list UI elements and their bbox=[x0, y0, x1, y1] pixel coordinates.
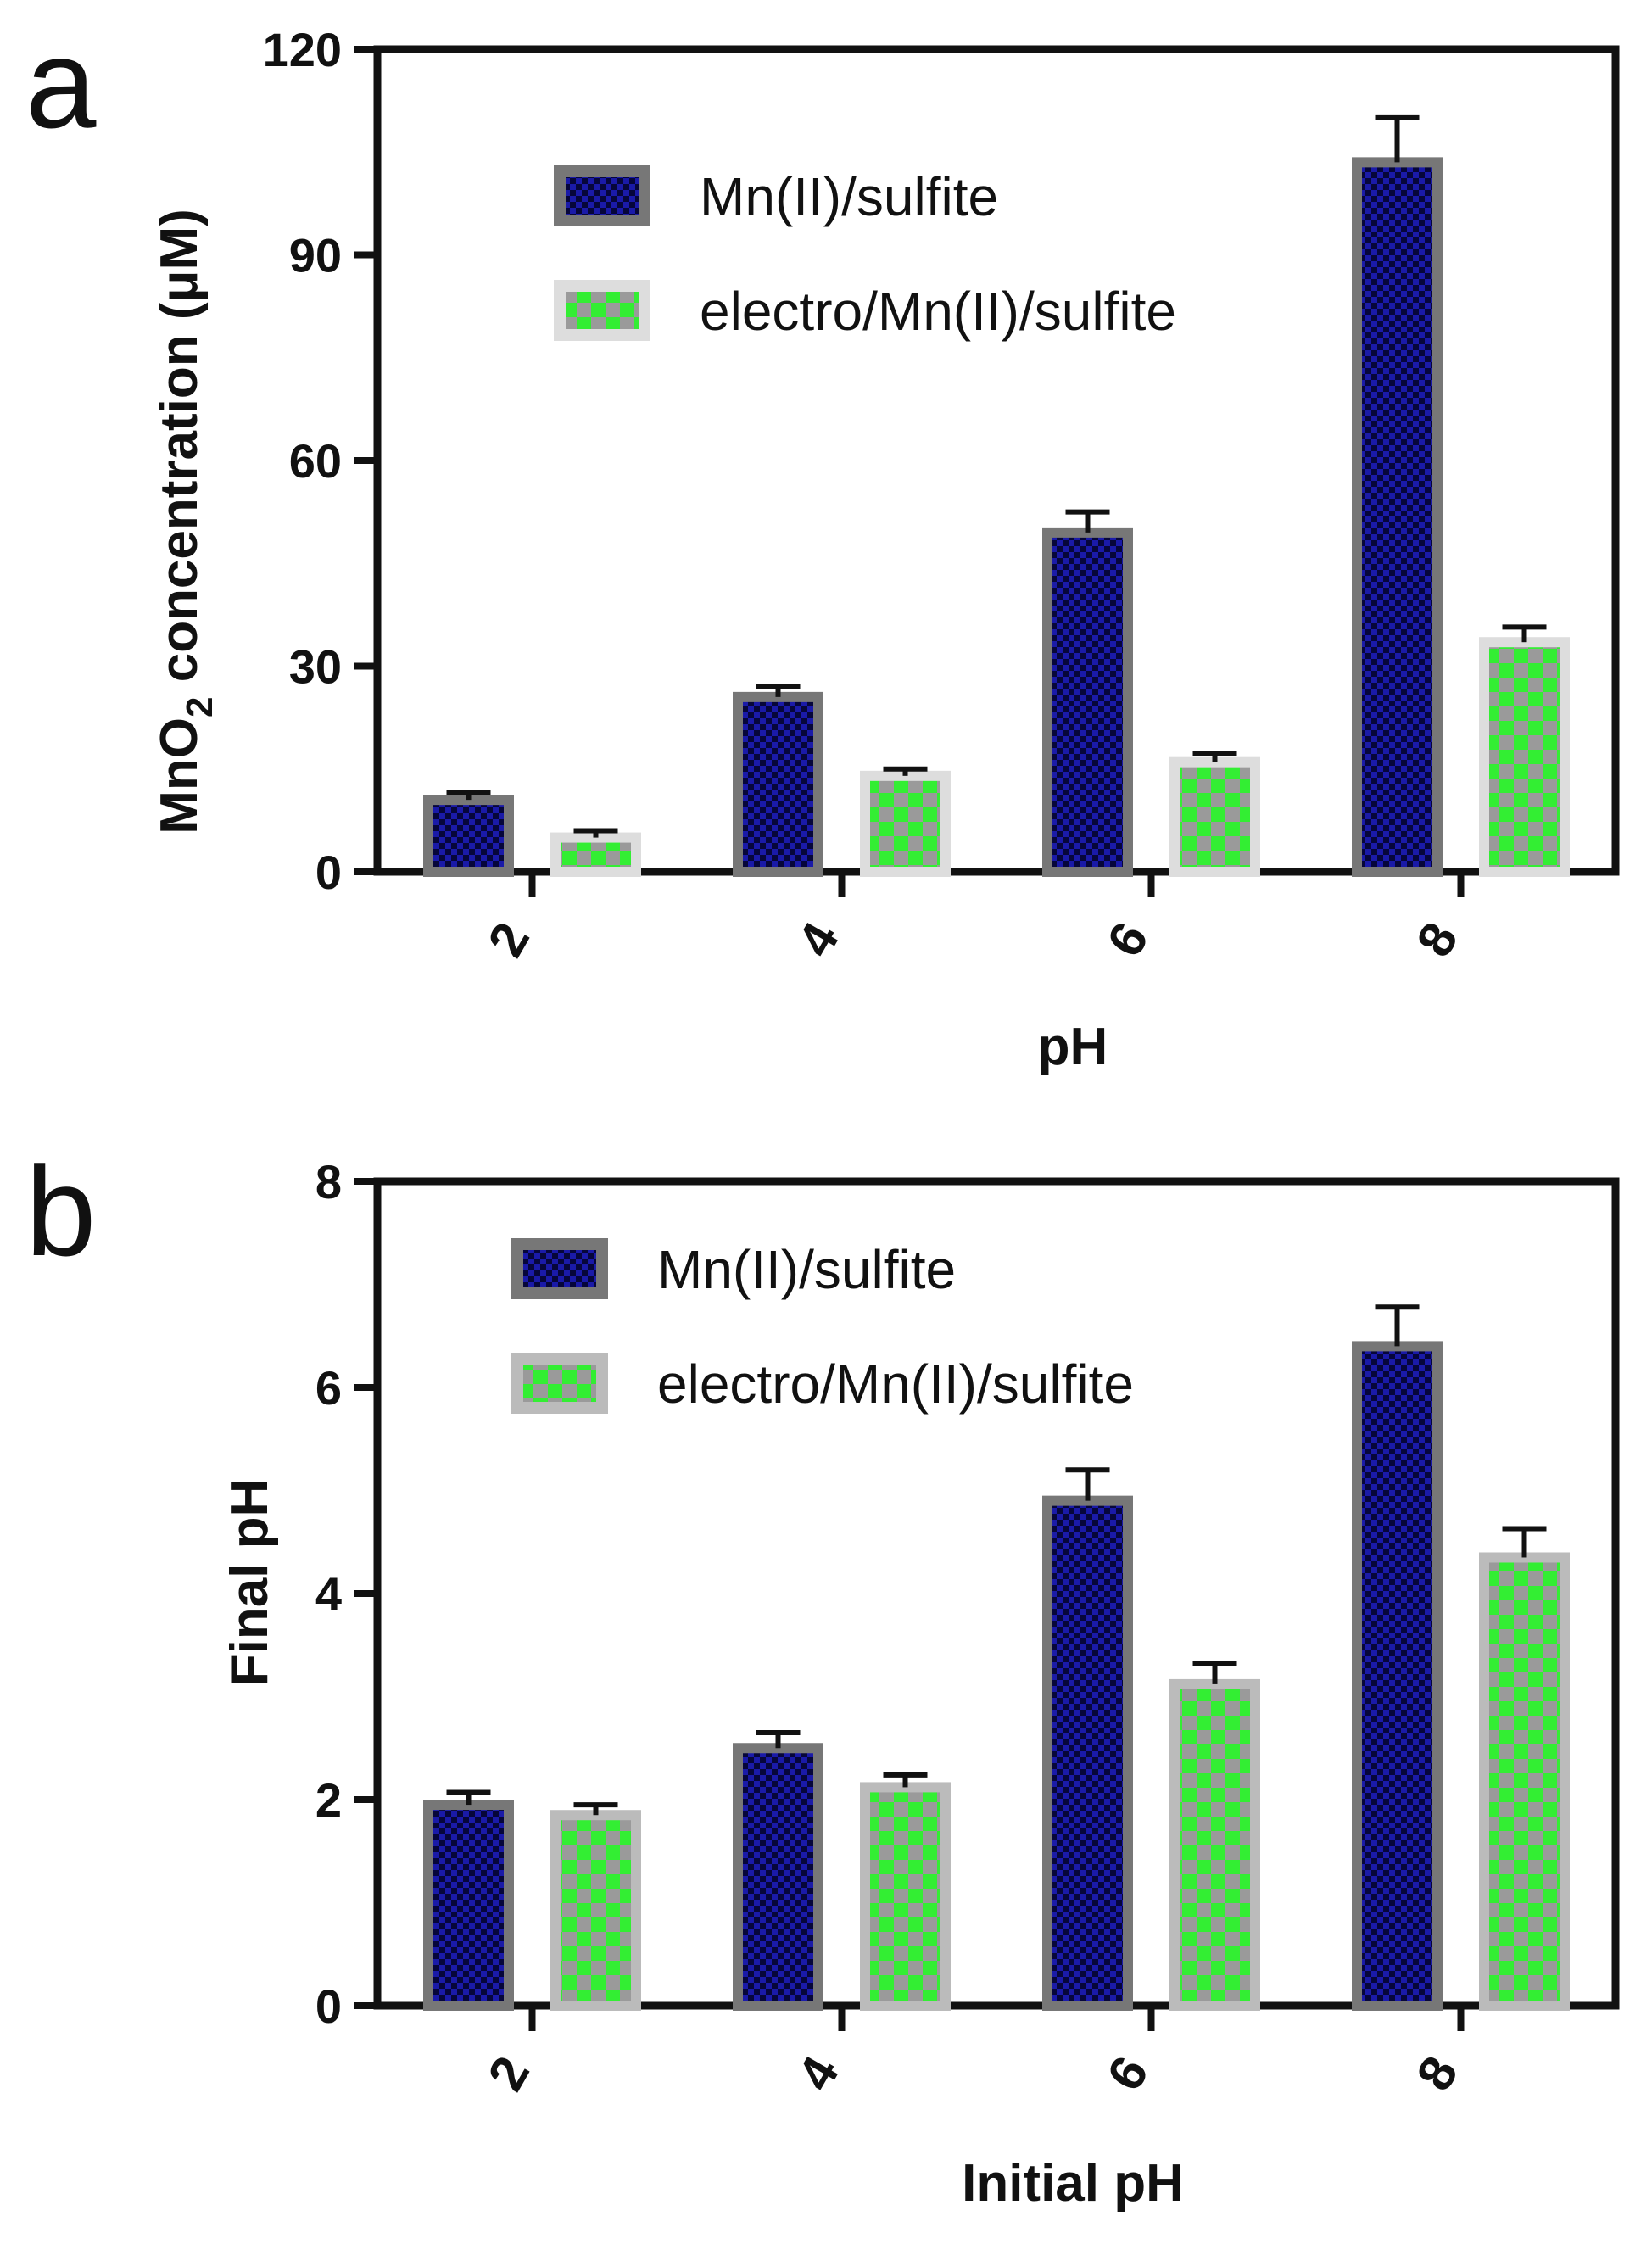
y-axis-title-a: MnO2 concentration (μM) bbox=[150, 209, 220, 835]
bar-electro-mn-sulfite bbox=[550, 1810, 641, 2012]
bar-electro-mn-sulfite bbox=[1479, 1552, 1570, 2011]
y-tick-label: 30 bbox=[289, 640, 342, 694]
y-tick-label: 0 bbox=[315, 846, 342, 899]
y-tick-label: 60 bbox=[289, 434, 342, 488]
legend-label: Mn(II)/sulfite bbox=[700, 166, 998, 227]
y-tick-label: 6 bbox=[315, 1361, 342, 1415]
x-tick-label: 6 bbox=[1096, 913, 1159, 966]
bar-electro-mn-sulfite bbox=[1479, 637, 1570, 877]
x-tick-label: 2 bbox=[477, 2047, 540, 2100]
legend-swatch bbox=[511, 1353, 608, 1414]
panel-b: b Final pH 0 2 4 6 8 2 4 6 8 Initial pH Mn(II)/sul… bbox=[25, 1140, 1620, 2213]
legend-swatch bbox=[511, 1238, 608, 1299]
bar-mn-sulfite bbox=[733, 691, 823, 877]
bar-mn-sulfite bbox=[423, 795, 514, 877]
y-tick-label: 0 bbox=[315, 1979, 342, 2033]
bar-electro-mn-sulfite bbox=[1169, 1678, 1260, 2012]
legend-swatch bbox=[554, 165, 650, 226]
bar-electro-mn-sulfite bbox=[860, 1782, 951, 2011]
legend-label: electro/Mn(II)/sulfite bbox=[657, 1354, 1134, 1415]
y-tick-label: 4 bbox=[315, 1567, 342, 1621]
y-axis-label-a: MnO2 concentration (μM) bbox=[150, 209, 220, 835]
y-tick-label: 90 bbox=[289, 229, 342, 282]
x-axis-title: Initial pH bbox=[962, 2154, 1184, 2213]
bar-mn-sulfite bbox=[1352, 1341, 1443, 2011]
legend-label: electro/Mn(II)/sulfite bbox=[700, 281, 1176, 342]
panel-letter-b: b bbox=[25, 1140, 96, 1282]
y-tick-label: 2 bbox=[315, 1773, 342, 1827]
legend-swatch bbox=[554, 280, 650, 341]
bar-electro-mn-sulfite bbox=[860, 770, 951, 877]
x-tick-label: 2 bbox=[477, 913, 540, 966]
panel-a: a MnO2 concentration (μM) 0 30 60 90 120 2 4 6 8… bbox=[25, 12, 1620, 1076]
legend-label: Mn(II)/sulfite bbox=[657, 1239, 956, 1300]
bar-mn-sulfite bbox=[423, 1800, 514, 2011]
y-tick-label: 120 bbox=[263, 23, 342, 76]
bar-electro-mn-sulfite bbox=[550, 832, 641, 877]
x-tick-label: 4 bbox=[786, 913, 850, 966]
x-axis-title: pH bbox=[1038, 1018, 1108, 1076]
bar-mn-sulfite bbox=[1042, 527, 1133, 877]
y-axis-title-b: Final pH bbox=[220, 1479, 279, 1687]
bar-electro-mn-sulfite bbox=[1169, 756, 1260, 878]
y-tick-label: 8 bbox=[315, 1155, 342, 1209]
x-tick-label: 8 bbox=[1405, 2047, 1469, 2100]
plot-area-b: 0 2 4 6 8 2 4 6 8 Initial pH Mn(II)/sulfite electro… bbox=[315, 1155, 1620, 2213]
panel-letter-a: a bbox=[25, 12, 97, 154]
plot-area-a: 0 30 60 90 120 2 4 6 8 pH Mn(II)/sulfite electro/Mn… bbox=[263, 23, 1620, 1076]
bar-mn-sulfite bbox=[1042, 1495, 1133, 2011]
x-tick-label: 4 bbox=[786, 2046, 850, 2100]
bar-mn-sulfite bbox=[1352, 157, 1443, 877]
bar-mn-sulfite bbox=[733, 1743, 823, 2011]
x-tick-label: 8 bbox=[1405, 913, 1469, 966]
x-tick-label: 6 bbox=[1096, 2047, 1159, 2100]
